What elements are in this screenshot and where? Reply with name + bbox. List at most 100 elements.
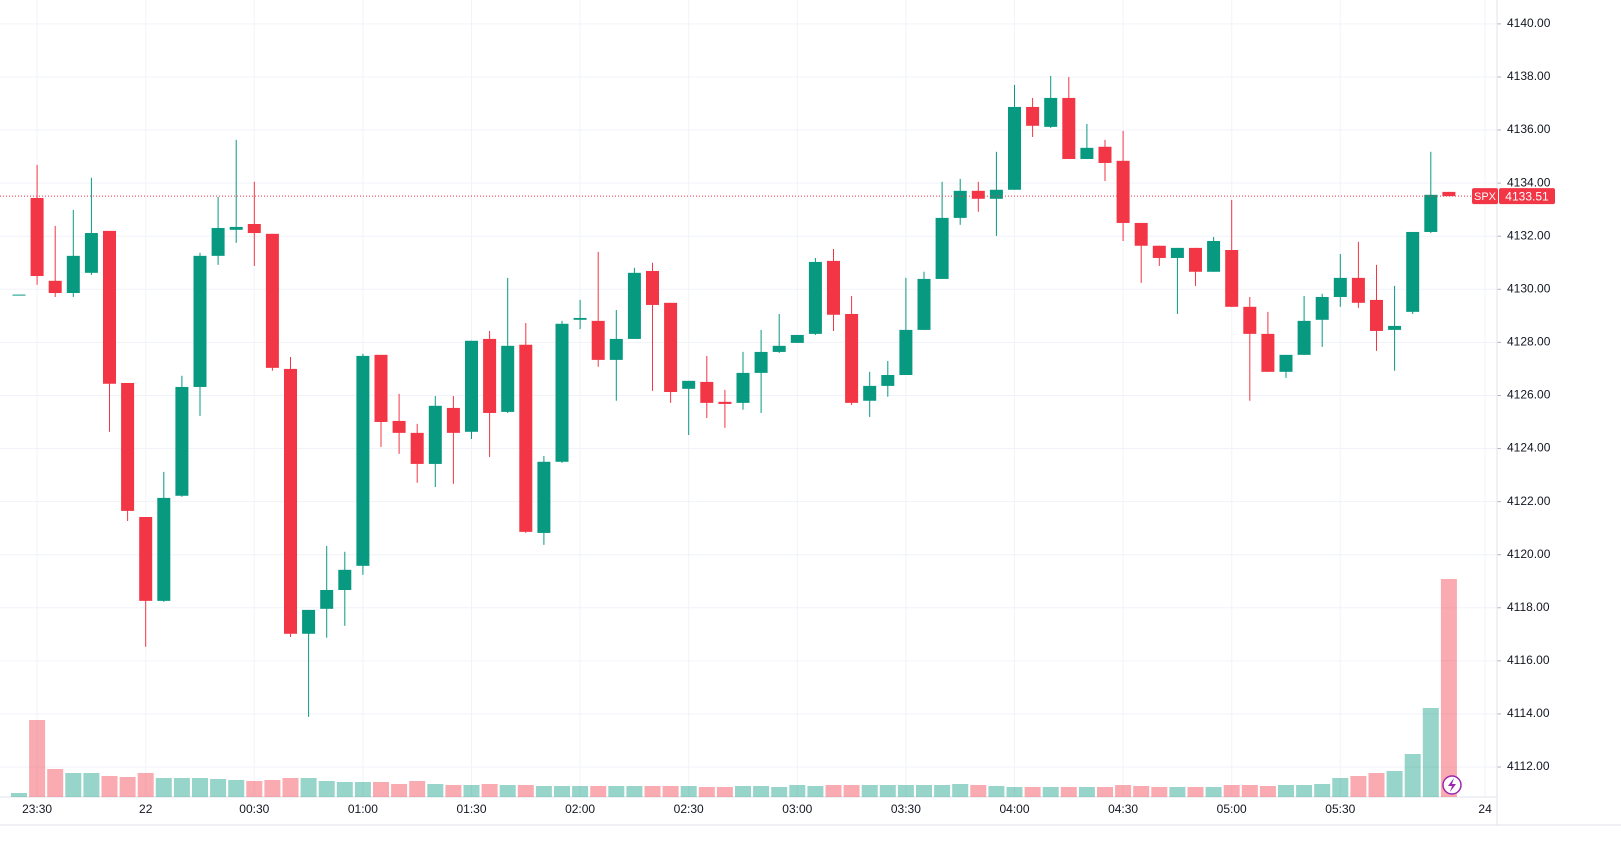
volume-bar [771,787,788,797]
candle-body [1261,333,1275,372]
volume-bar [264,780,281,797]
volume-bar [445,785,462,797]
volume-bar [1332,778,1349,797]
candle-body [1406,231,1420,312]
volume-bar [1042,787,1059,797]
candle-body [30,197,44,277]
candle-body [410,432,424,464]
volume-bar [11,793,27,797]
volume-bar [735,786,751,797]
candle-body [790,334,804,343]
x-tick-label: 01:00 [348,802,378,816]
volume-bar [1006,787,1023,797]
volume-bar [29,720,46,797]
volume-bar [554,786,570,797]
candle-body [808,261,822,334]
y-tick-label: 4132.00 [1507,228,1551,242]
candle-body [338,569,352,590]
candle-body [1442,191,1456,197]
y-tick-label: 4118.00 [1507,600,1550,614]
x-tick-label: 05:30 [1325,802,1355,816]
volume-bar [1133,786,1150,797]
x-tick-label: 22 [139,802,153,816]
volume-bar [789,785,806,797]
candle-body [446,407,460,433]
volume-bar [354,782,371,797]
candle-body [1388,325,1402,330]
x-tick-label: 05:00 [1217,802,1247,816]
candle-body [1134,222,1148,246]
candle-body [519,344,533,532]
price-tag [1499,188,1555,205]
volume-bar [499,785,516,797]
volume-bar [716,787,733,797]
volume-bar [1350,776,1367,797]
candle-body [664,302,678,392]
candle-body [483,338,497,413]
y-tick-label: 4124.00 [1507,441,1551,455]
x-tick-label: 23:30 [22,802,52,816]
candle-body [121,382,135,511]
x-tick-label: 03:00 [782,802,812,816]
x-tick-label: 01:30 [456,802,486,816]
volume-bar [1296,785,1313,797]
volume-bar [1386,771,1403,797]
candle-body [899,329,913,376]
volume-bar [662,786,679,797]
volume-bar [590,786,607,797]
volume-bar [391,784,408,797]
candle-body [736,372,750,403]
candle-body [1333,277,1347,297]
candle-body [1207,240,1221,272]
volume-bar [119,777,136,797]
candle-body [302,609,316,634]
volume-bar [1187,787,1204,797]
candle-body [827,260,840,315]
candle-body [917,278,931,330]
volume-bar [608,786,625,797]
volume-bar [1314,784,1331,797]
candle-body [754,351,768,373]
candle-body [103,230,116,384]
volume-bar [228,780,245,797]
volume-bar [825,785,842,797]
candle-body [989,189,1003,199]
volume-bar [970,785,987,797]
volume-bar [1278,785,1294,797]
candle-body [772,345,786,352]
candle-body [1062,97,1076,159]
candle-body [428,405,442,464]
candle-body [392,420,406,433]
candle-body [591,320,605,360]
candle-body [1152,245,1166,258]
volume-bar [101,776,118,797]
volume-bar [65,773,82,797]
lightning-icon[interactable] [1442,775,1462,795]
y-tick-label: 4140.00 [1507,16,1551,30]
candle-body [1080,147,1094,159]
volume-bar [83,773,100,797]
x-tick-label: 00:30 [239,802,269,816]
candle-body [682,380,696,389]
y-tick-label: 4138.00 [1507,69,1551,83]
y-tick-label: 4112.00 [1507,759,1550,773]
volume-bar [934,785,951,797]
volume-bar [137,773,154,797]
candle-body [1044,97,1058,127]
candle-body [193,255,207,387]
volume-bar [1241,785,1258,797]
volume-bar [1169,787,1186,797]
volume-bar [1368,773,1385,797]
volume-bar [916,785,932,797]
volume-bar [861,785,878,797]
y-tick-label: 4128.00 [1507,335,1551,349]
symbol-label: SPX [1474,191,1497,203]
candle-body [84,233,98,273]
candle-body [229,226,243,230]
x-tick-label: 03:30 [891,802,921,816]
candle-body [1116,160,1130,223]
candle-body [1026,106,1040,126]
candle-body [1279,354,1293,372]
volume-bar [481,784,498,797]
